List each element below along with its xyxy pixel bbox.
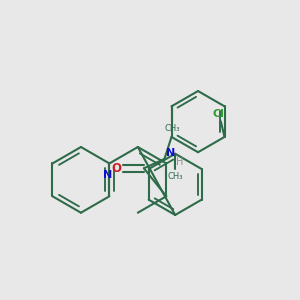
Text: CH₃: CH₃ (167, 172, 183, 181)
Text: N: N (103, 170, 112, 180)
Text: N: N (166, 148, 175, 158)
Text: Cl: Cl (213, 109, 225, 119)
Text: O: O (112, 162, 122, 175)
Text: H: H (176, 157, 184, 167)
Text: CH₃: CH₃ (165, 124, 180, 133)
